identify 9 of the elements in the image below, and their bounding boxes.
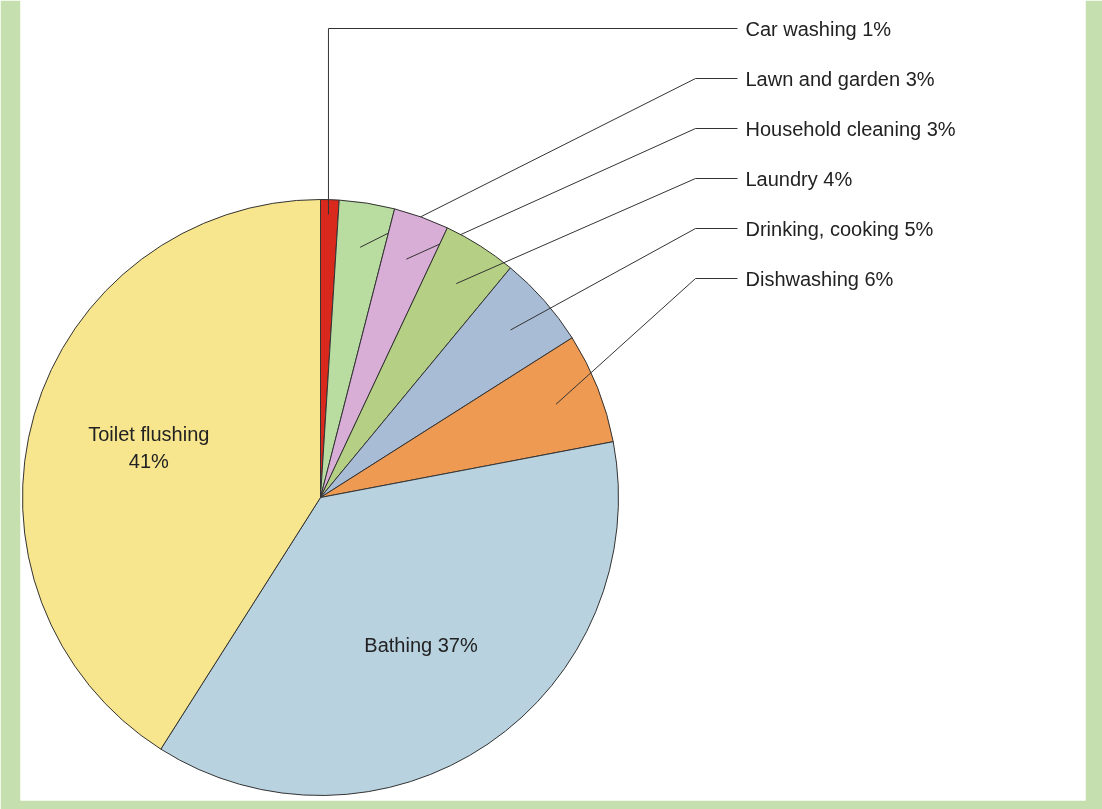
slice-label: Car washing 1% xyxy=(745,17,892,40)
slice-label: Laundry 4% xyxy=(745,167,853,190)
slice-label: Toilet flushing xyxy=(88,423,210,446)
slice-label: Dishwashing 6% xyxy=(745,267,894,290)
slice-label: Drinking, cooking 5% xyxy=(745,217,934,240)
data-label: 41% xyxy=(128,449,170,472)
slice-label: Bathing 37% xyxy=(364,634,478,657)
slice-label: Household cleaning 3% xyxy=(745,117,956,140)
slice-label: Lawn and garden 3% xyxy=(745,67,935,90)
